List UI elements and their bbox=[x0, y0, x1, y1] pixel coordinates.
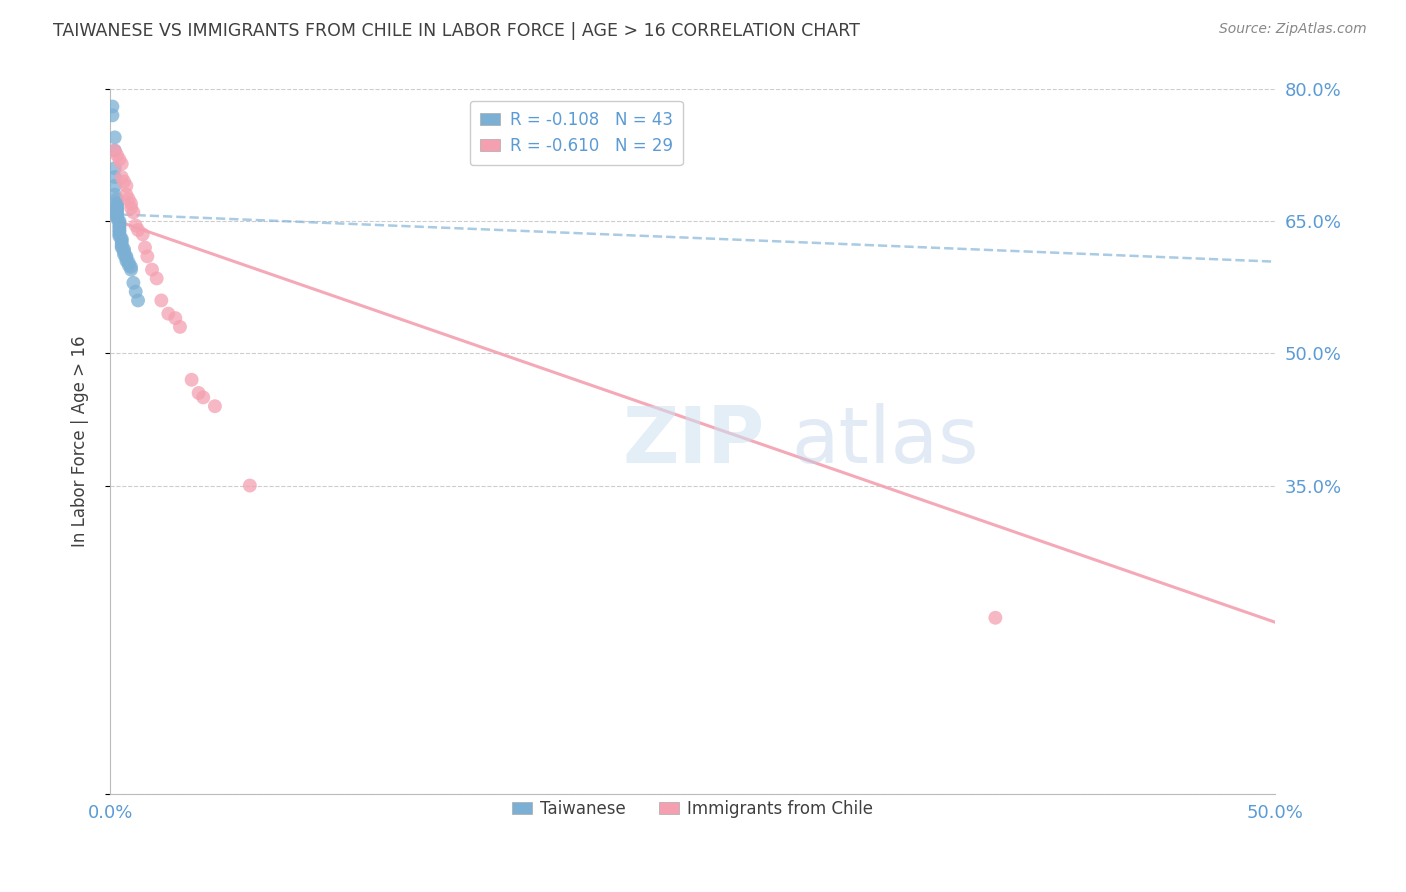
Point bbox=[108, 229, 131, 244]
Point bbox=[105, 201, 128, 215]
Point bbox=[104, 130, 127, 145]
Point bbox=[141, 262, 163, 277]
Point bbox=[111, 232, 134, 246]
Point bbox=[108, 214, 131, 228]
Point bbox=[150, 293, 173, 308]
Point bbox=[180, 373, 202, 387]
Point bbox=[101, 99, 124, 113]
Point bbox=[101, 108, 124, 122]
Point bbox=[115, 253, 138, 268]
Point bbox=[111, 239, 134, 253]
Point bbox=[112, 247, 135, 261]
Point bbox=[165, 311, 187, 326]
Point bbox=[105, 211, 128, 226]
Point bbox=[134, 241, 156, 255]
Point bbox=[111, 241, 134, 255]
Point bbox=[131, 227, 153, 242]
Point bbox=[118, 258, 141, 272]
Point bbox=[111, 234, 134, 248]
Point bbox=[125, 285, 148, 299]
Point bbox=[111, 157, 134, 171]
Point bbox=[104, 144, 127, 158]
Point bbox=[108, 227, 131, 242]
Text: ZIP: ZIP bbox=[623, 403, 765, 480]
Point bbox=[115, 249, 138, 263]
Point bbox=[108, 220, 131, 235]
Point bbox=[127, 293, 149, 308]
Point bbox=[111, 236, 134, 251]
Point bbox=[145, 271, 167, 285]
Point bbox=[108, 225, 131, 239]
Point bbox=[105, 210, 128, 224]
Point bbox=[122, 276, 145, 290]
Point bbox=[118, 192, 141, 206]
Point bbox=[105, 198, 128, 212]
Point bbox=[122, 205, 145, 219]
Point bbox=[104, 187, 127, 202]
Point bbox=[108, 216, 131, 230]
Point bbox=[169, 319, 191, 334]
Point bbox=[193, 391, 215, 405]
Point bbox=[111, 169, 134, 184]
Point bbox=[105, 196, 128, 211]
Point bbox=[120, 201, 142, 215]
Point bbox=[127, 223, 149, 237]
Point bbox=[104, 169, 127, 184]
Point bbox=[120, 196, 142, 211]
Point bbox=[115, 251, 138, 265]
Point bbox=[105, 202, 128, 217]
Point bbox=[105, 207, 128, 221]
Point bbox=[239, 478, 262, 492]
Point bbox=[125, 219, 148, 233]
Point bbox=[104, 161, 127, 176]
Point bbox=[187, 386, 209, 401]
Point bbox=[120, 260, 142, 274]
Point bbox=[108, 153, 131, 167]
Legend: Taiwanese, Immigrants from Chile: Taiwanese, Immigrants from Chile bbox=[505, 793, 880, 824]
Text: atlas: atlas bbox=[792, 403, 979, 480]
Point bbox=[105, 192, 128, 206]
Point bbox=[105, 148, 128, 162]
Point bbox=[984, 611, 1007, 625]
Point bbox=[108, 219, 131, 233]
Point bbox=[112, 244, 135, 259]
Y-axis label: In Labor Force | Age > 16: In Labor Force | Age > 16 bbox=[72, 335, 89, 547]
Point bbox=[108, 223, 131, 237]
Point bbox=[120, 262, 142, 277]
Point bbox=[115, 178, 138, 193]
Point bbox=[104, 144, 127, 158]
Text: Source: ZipAtlas.com: Source: ZipAtlas.com bbox=[1219, 22, 1367, 37]
Point bbox=[112, 243, 135, 257]
Point bbox=[204, 399, 226, 413]
Point bbox=[115, 187, 138, 202]
Point bbox=[105, 205, 128, 219]
Point bbox=[118, 255, 141, 269]
Point bbox=[112, 174, 135, 188]
Point bbox=[157, 307, 180, 321]
Text: TAIWANESE VS IMMIGRANTS FROM CHILE IN LABOR FORCE | AGE > 16 CORRELATION CHART: TAIWANESE VS IMMIGRANTS FROM CHILE IN LA… bbox=[53, 22, 860, 40]
Point bbox=[104, 178, 127, 193]
Point bbox=[136, 249, 159, 263]
